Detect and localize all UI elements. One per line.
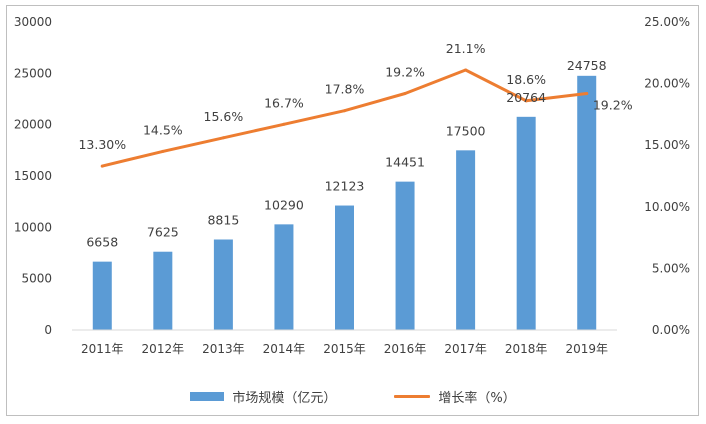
growth-value-label: 14.5% <box>143 122 183 137</box>
bar-value-label: 14451 <box>385 155 425 170</box>
growth-value-label: 15.6% <box>204 109 244 124</box>
growth-point-3 <box>282 122 286 126</box>
y-left-tick: 5000 <box>21 272 52 286</box>
bar-value-label: 24758 <box>567 58 607 73</box>
x-tick-label: 2018年 <box>505 342 548 356</box>
bar-value-label: 6658 <box>86 235 118 250</box>
growth-point-8 <box>585 91 589 95</box>
growth-value-label: 19.2% <box>593 97 633 112</box>
growth-point-7 <box>524 99 528 103</box>
bar-6 <box>456 150 476 330</box>
legend-line-label: 增长率（%） <box>438 390 516 406</box>
bar-series <box>92 75 597 330</box>
legend-line-swatch <box>394 394 431 398</box>
growth-point-6 <box>464 68 468 72</box>
x-tick-label: 2011年 <box>81 342 124 356</box>
legend-item-line: 增长率（%） <box>394 387 516 406</box>
x-tick-label: 2017年 <box>444 342 487 356</box>
x-tick-label: 2019年 <box>565 342 608 356</box>
growth-point-1 <box>161 149 165 153</box>
bar-5 <box>395 181 415 330</box>
x-tick-label: 2012年 <box>142 342 185 356</box>
x-tick-label: 2015年 <box>323 342 366 356</box>
bar-4 <box>335 205 354 330</box>
y-left-tick: 0 <box>44 323 52 337</box>
growth-value-label: 13.30% <box>78 137 126 152</box>
y-right-tick: 25.00% <box>644 15 690 29</box>
bar-7 <box>516 116 536 330</box>
legend-bar-label: 市场规模（亿元） <box>232 390 337 406</box>
data-labels: 6658 7625 8815 10290 12123 14451 17500 20764 247… <box>78 41 632 250</box>
bar-value-label: 10290 <box>264 197 304 212</box>
x-tick-label: 2013年 <box>202 342 245 356</box>
bar-8 <box>577 75 597 330</box>
bar-value-label: 20764 <box>506 90 546 105</box>
bar-value-label: 12123 <box>325 179 365 194</box>
bar-0 <box>92 261 112 330</box>
bar-value-label: 7625 <box>147 225 179 240</box>
legend: 市场规模（亿元） 增长率（%） <box>0 386 706 406</box>
y-left-tick: 20000 <box>14 118 52 132</box>
growth-point-4 <box>343 109 346 113</box>
bar-value-label: 8815 <box>207 212 239 227</box>
axes: 0 5000 10000 15000 20000 25000 30000 0.00% 5.00%… <box>14 15 690 356</box>
y-left-tick: 10000 <box>14 220 52 234</box>
x-tick-label: 2016年 <box>384 342 427 356</box>
growth-value-label: 16.7% <box>264 95 304 110</box>
growth-value-label: 17.8% <box>325 82 365 97</box>
legend-item-bar: 市场规模（亿元） <box>190 387 336 406</box>
growth-point-0 <box>100 164 104 168</box>
y-right-tick: 10.00% <box>644 200 690 214</box>
y-left-tick: 25000 <box>14 66 52 80</box>
y-right-tick: 15.00% <box>644 138 690 152</box>
growth-value-label: 19.2% <box>385 64 425 79</box>
line-series <box>100 68 589 168</box>
growth-value-label: 21.1% <box>446 41 486 56</box>
bar-3 <box>274 224 294 330</box>
y-right-tick: 20.00% <box>644 77 690 91</box>
legend-bar-swatch <box>190 391 225 401</box>
growth-point-2 <box>221 136 225 140</box>
y-left-tick: 15000 <box>14 169 52 183</box>
bar-2 <box>213 239 233 330</box>
growth-point-5 <box>403 91 407 95</box>
growth-value-label: 18.6% <box>506 72 546 87</box>
x-tick-label: 2014年 <box>263 342 306 356</box>
bar-value-label: 17500 <box>446 123 486 138</box>
y-right-tick: 5.00% <box>652 261 690 275</box>
y-left-tick: 30000 <box>14 15 52 29</box>
bar-1 <box>153 251 173 330</box>
y-right-tick: 0.00% <box>652 323 690 337</box>
